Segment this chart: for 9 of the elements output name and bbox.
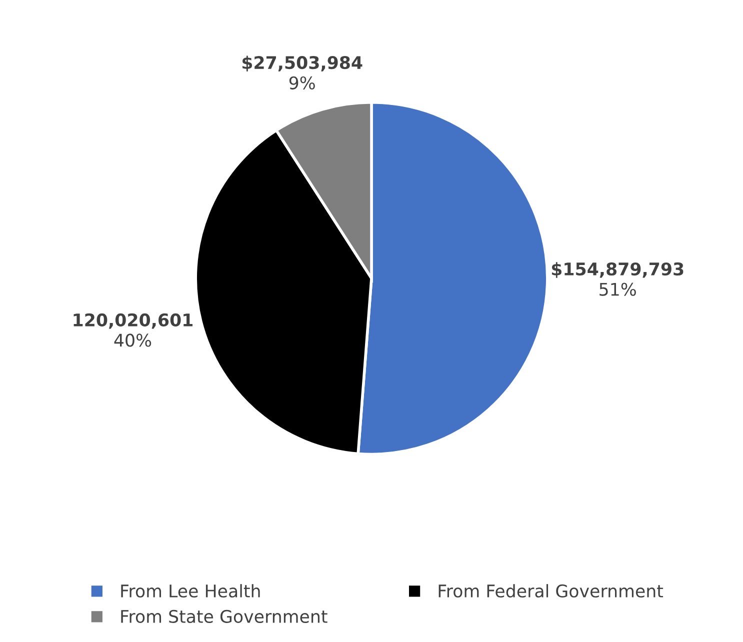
text: 51% (600, 282, 636, 296)
text: 40% (114, 334, 152, 347)
data-label: $27,503,984 (242, 56, 362, 72)
legend-label: From State Government (121, 610, 328, 624)
data-label: $154,879,793 (552, 262, 684, 278)
data-label: 120,020,601 (74, 313, 192, 329)
legend-label: From Lee Health (121, 584, 260, 598)
text: 9% (289, 76, 315, 90)
legend-label: From Federal Government (438, 584, 664, 598)
